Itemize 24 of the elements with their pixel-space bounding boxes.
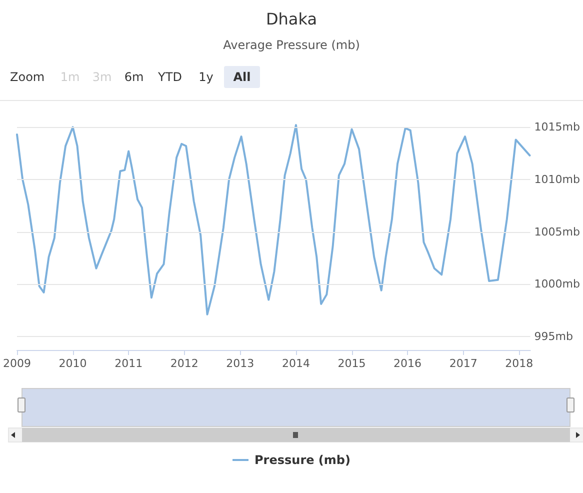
line-series xyxy=(16,124,531,316)
x-tick-label: 2017 xyxy=(449,357,478,370)
x-tick-label: 2014 xyxy=(282,357,310,370)
x-tick-label: 2011 xyxy=(114,357,143,370)
text: Zoom xyxy=(10,70,45,84)
x-tick-label: 2015 xyxy=(338,357,366,370)
x-tick-label: 2012 xyxy=(170,357,198,370)
text: All xyxy=(233,70,251,84)
chart-title: Dhaka xyxy=(266,10,318,28)
x-tick-label: 2018 xyxy=(505,357,534,370)
legend-label: Pressure (mb) xyxy=(254,453,350,467)
y-tick-label: 1015mb xyxy=(534,120,580,134)
x-tick-label: 2013 xyxy=(226,357,254,370)
text: 6m xyxy=(124,70,144,84)
y-tick-label: 1010mb xyxy=(534,172,580,186)
text: YTD xyxy=(157,70,182,84)
text: 1y xyxy=(198,70,214,84)
x-tick-label: 2009 xyxy=(2,357,31,370)
y-tick-label: 1000mb xyxy=(534,278,580,291)
y-tick-label: 1005mb xyxy=(534,225,580,238)
x-tick-label: 2010 xyxy=(58,357,87,370)
chart-subtitle: Average Pressure (mb) xyxy=(223,38,360,52)
y-tick-label: 995mb xyxy=(534,330,574,343)
x-tick-label: 2016 xyxy=(394,357,422,370)
